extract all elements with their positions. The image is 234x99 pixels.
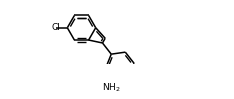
Text: Cl: Cl [51,23,60,32]
Text: NH$_2$: NH$_2$ [102,82,120,94]
